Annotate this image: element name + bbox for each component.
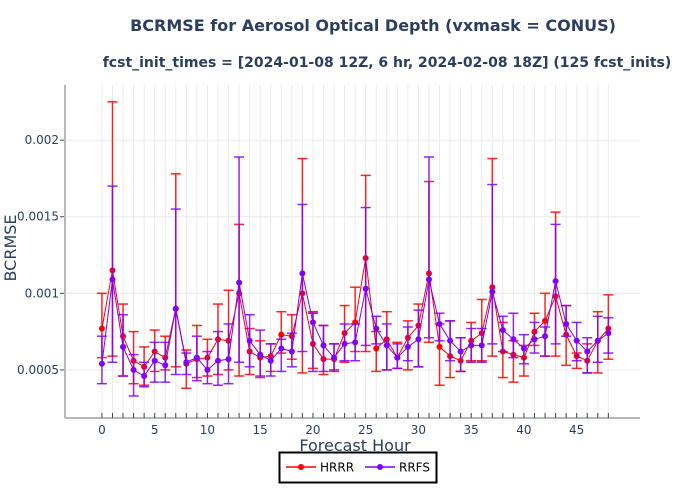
point-rrfs [499, 327, 506, 334]
x-tick-label: 45 [569, 423, 584, 437]
chart-subtitle: fcst_init_times = [2024-01-08 12Z, 6 hr,… [103, 55, 672, 71]
point-rrfs [468, 342, 475, 349]
point-rrfs [510, 336, 517, 343]
legend-label-hrrr: HRRR [320, 461, 354, 475]
legend-item-rrfs[interactable]: RRFS [365, 461, 430, 475]
x-tick-label: 20 [305, 423, 320, 437]
point-rrfs [257, 351, 264, 358]
x-minor-ticks [101, 413, 609, 418]
legend[interactable]: HRRR RRFS [278, 451, 438, 484]
series-rrfs [96, 156, 614, 397]
point-rrfs [151, 357, 158, 364]
chart-title: BCRMSE for Aerosol Optical Depth (vxmask… [130, 16, 616, 35]
point-rrfs [489, 288, 496, 295]
legend-label-rrfs: RRFS [399, 461, 430, 475]
y-tick-labels: 0.0005 0.001 0.0015 0.002 [17, 133, 59, 377]
point-rrfs [573, 337, 580, 344]
point-rrfs [584, 348, 591, 355]
point-rrfs [352, 339, 359, 346]
point-hrrr [436, 343, 443, 350]
point-rrfs [236, 279, 243, 286]
point-rrfs [204, 366, 211, 373]
point-rrfs [394, 354, 401, 361]
point-rrfs [457, 348, 464, 355]
y-tick-label: 0.0005 [17, 363, 59, 377]
point-rrfs [288, 348, 295, 355]
point-rrfs [436, 320, 443, 327]
point-rrfs [331, 354, 338, 361]
point-rrfs [193, 354, 200, 361]
point-rrfs [162, 362, 169, 369]
point-rrfs [109, 276, 116, 283]
x-tick-labels: 0 5 10 15 20 25 30 35 40 45 [98, 423, 584, 437]
point-rrfs [425, 276, 432, 283]
point-rrfs [447, 337, 454, 344]
point-rrfs [214, 357, 221, 364]
point-rrfs [141, 373, 148, 380]
point-rrfs [531, 336, 538, 343]
point-rrfs [362, 285, 369, 292]
point-hrrr [278, 331, 285, 338]
series-layer [96, 101, 614, 397]
point-rrfs [183, 359, 190, 366]
point-rrfs [552, 278, 559, 285]
point-rrfs [267, 357, 274, 364]
point-rrfs [404, 343, 411, 350]
point-rrfs [373, 325, 380, 332]
point-rrfs [172, 305, 179, 312]
point-rrfs [130, 366, 137, 373]
point-hrrr [98, 325, 105, 332]
point-rrfs [594, 337, 601, 344]
legend-item-hrrr[interactable]: HRRR [286, 461, 354, 475]
x-tick-label: 15 [253, 423, 268, 437]
legend-marker-hrrr [298, 464, 304, 470]
point-rrfs [309, 319, 316, 326]
y-tick-label: 0.002 [25, 133, 59, 147]
point-rrfs [563, 320, 570, 327]
point-rrfs [478, 342, 485, 349]
point-rrfs [278, 345, 285, 352]
point-rrfs [542, 333, 549, 340]
point-rrfs [246, 337, 253, 344]
point-rrfs [225, 356, 232, 363]
point-rrfs [98, 360, 105, 367]
x-tick-label: 35 [464, 423, 479, 437]
point-rrfs [605, 330, 612, 337]
point-rrfs [341, 340, 348, 347]
point-rrfs [520, 345, 527, 352]
point-rrfs [120, 343, 127, 350]
y-tick-label: 0.0015 [17, 210, 59, 224]
x-tick-label: 0 [98, 423, 106, 437]
x-axis-title: Forecast Hour [299, 436, 411, 455]
y-tick-label: 0.001 [25, 286, 59, 300]
point-rrfs [320, 342, 327, 349]
point-hrrr [373, 345, 380, 352]
x-tick-label: 40 [516, 423, 531, 437]
x-tick-label: 30 [411, 423, 426, 437]
x-tick-label: 10 [200, 423, 215, 437]
point-rrfs [383, 342, 390, 349]
x-tick-label: 25 [358, 423, 373, 437]
legend-marker-rrfs [377, 464, 383, 470]
x-tick-label: 5 [151, 423, 159, 437]
y-axis-title: BCRMSE [1, 214, 20, 281]
point-rrfs [415, 336, 422, 343]
point-hrrr [542, 317, 549, 324]
point-rrfs [299, 270, 306, 277]
